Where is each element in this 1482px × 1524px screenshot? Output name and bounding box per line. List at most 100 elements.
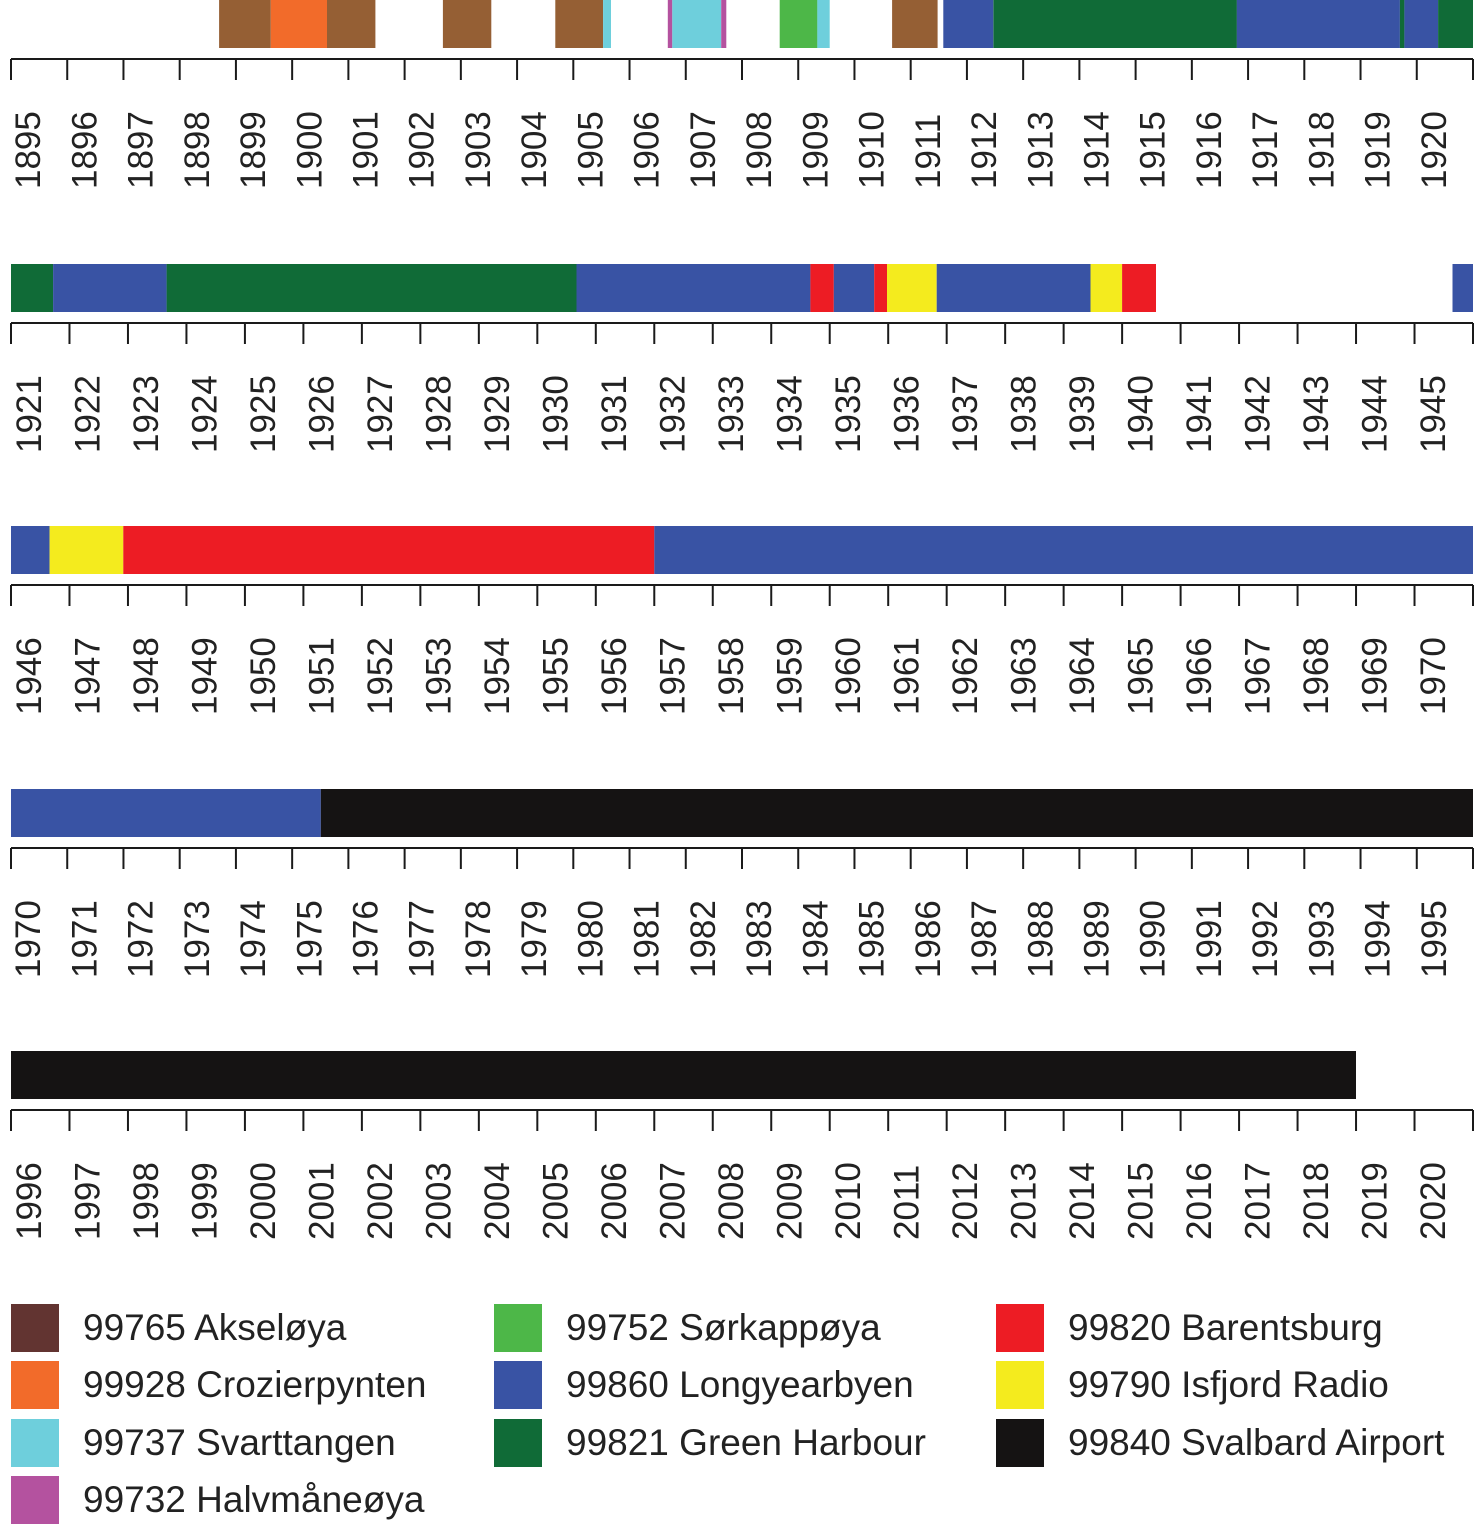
legend-swatch bbox=[11, 1419, 59, 1467]
legend-label: 99737 Svarttangen bbox=[83, 1422, 396, 1463]
bar-segment-longyearbyen bbox=[833, 264, 875, 312]
legend-item-akseloya: 99765 Akseløya bbox=[11, 1304, 346, 1352]
year-tick-label: 1896 bbox=[65, 111, 104, 189]
year-tick-label: 2018 bbox=[1297, 1162, 1336, 1240]
year-tick-label: 1974 bbox=[234, 900, 273, 978]
year-tick-label: 1988 bbox=[1021, 900, 1060, 978]
year-tick-label: 1898 bbox=[178, 111, 217, 189]
bar-segment-airport bbox=[320, 789, 1473, 837]
timeline-row-5: 1996 1997 1998 1999 2000 2001 2002 2003 2004 2005… bbox=[10, 1051, 1474, 1240]
year-tick-label: 1972 bbox=[122, 900, 161, 978]
year-tick-label: 1968 bbox=[1297, 637, 1336, 715]
bar-segment-longyearbyen bbox=[943, 0, 994, 48]
bar-segment-halvmaneoya bbox=[721, 0, 727, 48]
legend-item-sorkappoya: 99752 Sørkappøya bbox=[494, 1304, 881, 1352]
year-tick-label: 1970 bbox=[9, 900, 48, 978]
bar-segment-longyearbyen bbox=[53, 264, 167, 312]
legend-swatch bbox=[11, 1361, 59, 1409]
year-tick-label: 2015 bbox=[1121, 1162, 1160, 1240]
year-tick-label: 1900 bbox=[290, 111, 329, 189]
year-tick-label: 2007 bbox=[654, 1162, 693, 1240]
year-tick-label: 2010 bbox=[829, 1162, 868, 1240]
legend-label: 99752 Sørkappøya bbox=[566, 1307, 881, 1348]
year-tick-label: 1906 bbox=[628, 111, 667, 189]
bar-segment-longyearbyen bbox=[1404, 0, 1439, 48]
year-tick-label: 1998 bbox=[127, 1162, 166, 1240]
year-tick-label: 1916 bbox=[1190, 111, 1229, 189]
year-tick-label: 1910 bbox=[853, 111, 892, 189]
year-tick-label: 1994 bbox=[1359, 900, 1398, 978]
bar-segment-longyearbyen bbox=[11, 789, 321, 837]
year-tick-label: 1971 bbox=[65, 900, 104, 978]
year-tick-label: 1959 bbox=[771, 637, 810, 715]
year-tick-label: 1897 bbox=[122, 111, 161, 189]
bar-segment-longyearbyen bbox=[576, 264, 811, 312]
year-tick-label: 1991 bbox=[1190, 900, 1229, 978]
year-tick-label: 1911 bbox=[909, 114, 948, 189]
year-tick-label: 1984 bbox=[796, 900, 835, 978]
year-tick-label: 1999 bbox=[186, 1162, 225, 1240]
year-tick-label: 1953 bbox=[420, 637, 459, 715]
year-tick-label: 1931 bbox=[595, 375, 634, 453]
year-tick-label: 2020 bbox=[1414, 1162, 1453, 1240]
legend-item-crozierpynten: 99928 Crozierpynten bbox=[11, 1361, 427, 1409]
year-tick-label: 1945 bbox=[1414, 375, 1453, 453]
year-tick-label: 1939 bbox=[1063, 375, 1102, 453]
year-tick-label: 1923 bbox=[127, 375, 166, 453]
legend-label: 99840 Svalbard Airport bbox=[1068, 1422, 1445, 1463]
year-tick-label: 1970 bbox=[1414, 637, 1453, 715]
year-tick-label: 1975 bbox=[290, 900, 329, 978]
legend-label: 99820 Barentsburg bbox=[1068, 1307, 1383, 1348]
year-tick-label: 1966 bbox=[1180, 637, 1219, 715]
year-tick-label: 1990 bbox=[1134, 900, 1173, 978]
bar-segment-longyearbyen bbox=[11, 526, 50, 574]
year-tick-label: 1913 bbox=[1021, 111, 1060, 189]
legend-swatch bbox=[11, 1304, 59, 1352]
year-tick-label: 1915 bbox=[1134, 111, 1173, 189]
year-tick-label: 1962 bbox=[946, 637, 985, 715]
year-tick-label: 1932 bbox=[654, 375, 693, 453]
legend-item-halvmaneoya: 99732 Halvmåneøya bbox=[11, 1476, 424, 1524]
year-tick-label: 2006 bbox=[595, 1162, 634, 1240]
year-tick-label: 1941 bbox=[1180, 375, 1219, 453]
year-tick-label: 1926 bbox=[303, 375, 342, 453]
year-tick-label: 1995 bbox=[1415, 900, 1454, 978]
year-tick-label: 1986 bbox=[909, 900, 948, 978]
bar-segment-barentsburg bbox=[874, 264, 888, 312]
legend-item-barentsburg: 99820 Barentsburg bbox=[996, 1304, 1383, 1352]
timeline-row-3: 1946 1947 1948 1949 1950 1951 1952 1953 1954 1955… bbox=[10, 526, 1474, 715]
year-tick-label: 1957 bbox=[654, 637, 693, 715]
year-tick-label: 1942 bbox=[1238, 375, 1277, 453]
year-tick-label: 1921 bbox=[10, 375, 49, 453]
year-tick-label: 1948 bbox=[127, 637, 166, 715]
bar-segment-greenharbour bbox=[1438, 0, 1473, 48]
bar-segment-greenharbour bbox=[11, 264, 54, 312]
year-tick-label: 2003 bbox=[420, 1162, 459, 1240]
year-tick-label: 1976 bbox=[347, 900, 386, 978]
year-tick-label: 1978 bbox=[459, 900, 498, 978]
bar-segment-akseloya bbox=[327, 0, 376, 48]
timeline-row-4: 1970 1971 1972 1973 1974 1975 1976 1977 1978 1979… bbox=[9, 789, 1474, 978]
year-tick-label: 1954 bbox=[478, 637, 517, 715]
year-tick-label: 1952 bbox=[361, 637, 400, 715]
year-tick-label: 2005 bbox=[537, 1162, 576, 1240]
year-tick-label: 1987 bbox=[965, 900, 1004, 978]
year-tick-label: 2009 bbox=[771, 1162, 810, 1240]
bar-segment-halvmaneoya bbox=[667, 0, 673, 48]
year-tick-label: 1940 bbox=[1121, 375, 1160, 453]
legend-item-svarttangen: 99737 Svarttangen bbox=[11, 1419, 396, 1467]
year-tick-label: 1903 bbox=[459, 111, 498, 189]
year-tick-label: 1938 bbox=[1004, 375, 1043, 453]
year-tick-label: 1963 bbox=[1004, 637, 1043, 715]
bar-segment-airport bbox=[11, 1051, 1356, 1099]
bar-segment-greenharbour bbox=[993, 0, 1237, 48]
year-tick-label: 1980 bbox=[571, 900, 610, 978]
bar-segment-svarttangen bbox=[672, 0, 722, 48]
year-tick-label: 2016 bbox=[1180, 1162, 1219, 1240]
legend-label: 99821 Green Harbour bbox=[566, 1422, 926, 1463]
year-tick-label: 1937 bbox=[946, 375, 985, 453]
bar-segment-longyearbyen bbox=[1236, 0, 1400, 48]
legend: 99765 Akseløya 99928 Crozierpynten 99737 S… bbox=[0, 1300, 1482, 1524]
year-tick-label: 1917 bbox=[1246, 111, 1285, 189]
bar-segment-isfjord bbox=[49, 526, 124, 574]
